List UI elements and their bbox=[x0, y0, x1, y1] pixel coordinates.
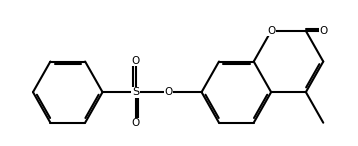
Text: O: O bbox=[319, 26, 327, 36]
Text: O: O bbox=[267, 26, 275, 36]
Text: O: O bbox=[131, 56, 140, 66]
Text: O: O bbox=[164, 87, 173, 97]
Text: S: S bbox=[132, 87, 139, 97]
Text: O: O bbox=[131, 118, 140, 128]
